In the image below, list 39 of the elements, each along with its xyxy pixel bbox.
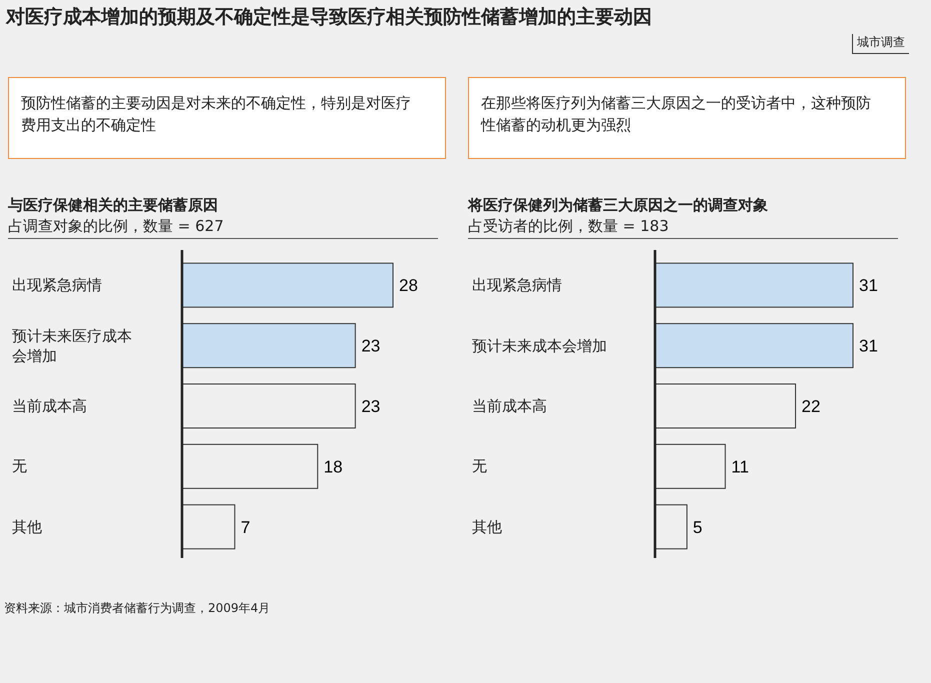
- text: 预防性储蓄的主要动因是对未来的不确定性，特别是对医疗费用支出的不确定性: [8, 77, 446, 159]
- bar: [654, 444, 726, 489]
- data-label: 23: [361, 397, 380, 416]
- data-label: 22: [802, 397, 820, 416]
- y-tick-label: 无: [12, 456, 28, 476]
- y-tick-label: 无: [472, 456, 488, 476]
- chart-subtitle: 占调查对象的比例，数量 = 627: [8, 217, 438, 239]
- data-label: 18: [324, 457, 343, 476]
- y-tick-label: 当前成本高: [12, 396, 88, 416]
- data-label: 23: [361, 336, 380, 356]
- y-tick-label: 其他: [472, 516, 503, 537]
- y-tick-label: 当前成本高: [472, 396, 548, 416]
- y-tick-label: 其他: [12, 516, 43, 537]
- data-label: 31: [859, 336, 878, 356]
- bar: [182, 262, 394, 308]
- bar: [182, 504, 236, 550]
- text: 在那些将医疗列为储蓄三大原因之一的受访者中，这种预防性储蓄的动机更为强烈: [468, 77, 906, 159]
- y-tick-label: 预计未来医疗成本会增加: [12, 326, 133, 366]
- y-tick-label: 出现紧急病情: [12, 275, 103, 296]
- y-tick-label: 出现紧急病情: [472, 275, 563, 296]
- text: 对医疗成本增加的预期及不确定性是导致医疗相关预防性储蓄增加的主要动因: [6, 5, 652, 30]
- text: 资料来源：城市消费者储蓄行为调查，2009年4月: [4, 600, 270, 617]
- bar: [182, 384, 356, 428]
- chart-subtitle: 占受访者的比例，数量 = 183: [468, 217, 898, 239]
- bar: [182, 444, 318, 489]
- bar: [182, 323, 356, 368]
- bar: [654, 384, 796, 428]
- data-label: 5: [692, 518, 702, 537]
- bar: [654, 262, 854, 308]
- data-label: 28: [399, 276, 418, 296]
- data-label: 11: [731, 457, 749, 476]
- data-label: 7: [240, 518, 250, 537]
- text: 城市调查: [852, 34, 909, 54]
- chart-title: 将医疗保健列为储蓄三大原因之一的调查对象: [468, 196, 768, 215]
- y-tick-label: 预计未来成本会增加: [472, 336, 608, 356]
- chart-title: 与医疗保健相关的主要储蓄原因: [8, 196, 218, 215]
- bar: [654, 504, 688, 550]
- data-label: 31: [859, 276, 878, 296]
- bar: [654, 323, 854, 368]
